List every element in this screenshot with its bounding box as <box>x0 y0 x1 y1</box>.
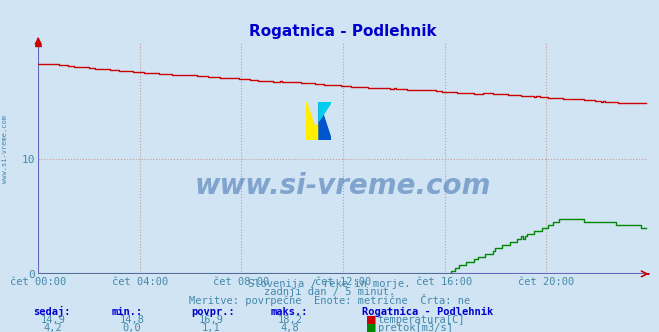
Polygon shape <box>319 102 331 121</box>
Text: Rogatnica - Podlehnik: Rogatnica - Podlehnik <box>362 307 494 317</box>
Text: ■: ■ <box>366 315 376 325</box>
Text: www.si-vreme.com: www.si-vreme.com <box>195 172 491 200</box>
Polygon shape <box>306 121 319 140</box>
Text: 18,2: 18,2 <box>277 315 302 325</box>
Text: 1,1: 1,1 <box>202 323 220 332</box>
Text: 4,8: 4,8 <box>281 323 299 332</box>
Text: zadnji dan / 5 minut.: zadnji dan / 5 minut. <box>264 288 395 297</box>
Text: povpr.:: povpr.: <box>191 307 235 317</box>
Text: pretok[m3/s]: pretok[m3/s] <box>378 323 453 332</box>
Polygon shape <box>319 102 331 140</box>
Text: Slovenija / reke in morje.: Slovenija / reke in morje. <box>248 279 411 289</box>
Text: 16,9: 16,9 <box>198 315 223 325</box>
Text: maks.:: maks.: <box>270 307 308 317</box>
Text: 14,9: 14,9 <box>40 315 65 325</box>
Title: Rogatnica - Podlehnik: Rogatnica - Podlehnik <box>249 24 437 39</box>
Text: Meritve: povrpečne  Enote: metrične  Črta: ne: Meritve: povrpečne Enote: metrične Črta:… <box>189 294 470 306</box>
Text: 14,8: 14,8 <box>119 315 144 325</box>
Text: temperatura[C]: temperatura[C] <box>378 315 465 325</box>
Text: 0,0: 0,0 <box>123 323 141 332</box>
Text: ■: ■ <box>366 323 376 332</box>
Text: min.:: min.: <box>112 307 143 317</box>
Text: 4,2: 4,2 <box>43 323 62 332</box>
Text: sedaj:: sedaj: <box>33 306 71 317</box>
Text: www.si-vreme.com: www.si-vreme.com <box>2 116 9 183</box>
Polygon shape <box>306 102 319 140</box>
